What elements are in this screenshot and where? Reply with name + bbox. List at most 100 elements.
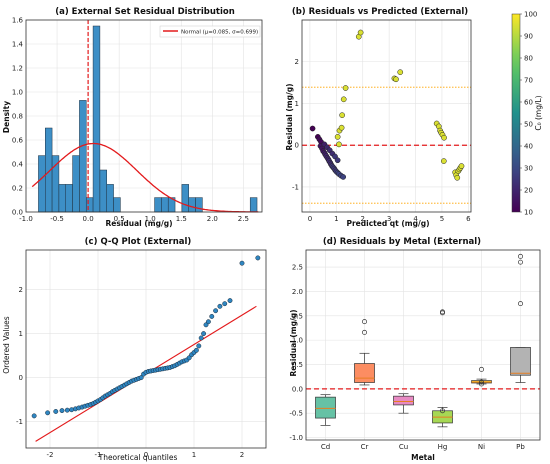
panel-c-ylabel: Ordered Values xyxy=(2,316,11,374)
colorbar-tick-label: 80 xyxy=(524,55,533,63)
panel-d-plot-area xyxy=(306,250,540,440)
x-tick-label: Cr xyxy=(361,443,369,451)
x-tick-label: 5 xyxy=(440,215,444,223)
residual-point xyxy=(440,158,447,164)
x-tick-label: -2 xyxy=(47,451,54,459)
x-tick-label: 1.5 xyxy=(176,215,187,223)
histogram-bar xyxy=(181,184,189,213)
y-tick-label: 1.4 xyxy=(12,41,24,49)
y-tick-label: 2 xyxy=(295,58,299,66)
x-tick-label: 1.0 xyxy=(145,215,156,223)
y-tick-label: 1.0 xyxy=(12,89,23,97)
y-tick-label: 0.4 xyxy=(12,161,24,169)
panel-a-ylabel: Density xyxy=(2,101,11,133)
panel-d-xlabel: Metal xyxy=(411,453,435,462)
panel-b-xlabel: Predicted qt (mg/g) xyxy=(346,219,429,228)
x-tick-label: -1.0 xyxy=(19,215,33,223)
box-outlier xyxy=(479,366,484,372)
residual-point xyxy=(339,112,345,119)
qq-point xyxy=(209,313,215,319)
colorbar-tick-label: 20 xyxy=(524,187,533,195)
x-tick-label: -1 xyxy=(95,451,102,459)
x-tick-label: 1 xyxy=(192,451,196,459)
panel-a-frame xyxy=(25,19,263,213)
qq-point xyxy=(138,375,144,381)
normal-fit-curve xyxy=(31,142,259,213)
colorbar xyxy=(511,13,521,213)
histogram-bar xyxy=(85,197,94,213)
panel-c-frame xyxy=(25,249,267,449)
colorbar-tick-label: 10 xyxy=(524,209,533,217)
panel-d: (d) Residuals by Metal (External) Cd Cr Cu… xyxy=(289,237,541,462)
qq-point xyxy=(205,319,211,325)
y-tick-label: 0.8 xyxy=(12,113,23,121)
panel-a: (a) External Set Residual Distribution -… xyxy=(2,7,263,228)
x-tick-label: Pb xyxy=(516,443,525,451)
qq-point xyxy=(196,343,202,349)
panel-b-plot-area xyxy=(302,20,471,212)
y-tick-label: 0.0 xyxy=(292,385,303,393)
histogram-bar xyxy=(92,25,101,213)
x-tick-label: 0.5 xyxy=(114,215,125,223)
y-tick-label: -1 xyxy=(292,183,299,191)
residual-point xyxy=(309,125,316,132)
qq-point xyxy=(198,335,204,341)
colorbar-tick-label: 100 xyxy=(524,11,537,19)
x-tick-label: 3 xyxy=(387,215,391,223)
colorbar-tick-label: 60 xyxy=(524,99,533,107)
y-tick-label: 0.5 xyxy=(292,361,303,369)
histogram-bar xyxy=(99,169,107,213)
histogram-bar xyxy=(51,155,60,213)
histogram-bar xyxy=(161,197,169,213)
y-tick-label: 0 xyxy=(19,374,23,382)
panel-c-xlabel: Theoretical quantiles xyxy=(98,453,178,462)
box-outlier xyxy=(440,309,445,315)
legend-normal-label: Normal (μ=0.085, σ=0.699) xyxy=(181,30,258,36)
residual-point xyxy=(397,69,404,76)
qq-point xyxy=(201,331,207,337)
residual-point xyxy=(441,134,447,141)
x-tick-label: 0 xyxy=(308,215,312,223)
colorbar-tick-label: 90 xyxy=(524,33,533,41)
box-outlier xyxy=(518,253,523,259)
y-tick-label: 1 xyxy=(295,100,299,108)
y-tick-label: 0.6 xyxy=(12,137,24,145)
y-tick-label: 2.0 xyxy=(292,288,303,296)
colorbar-tick-label: 50 xyxy=(524,121,533,129)
panel-a-title: (a) External Set Residual Distribution xyxy=(55,7,235,17)
residual-point xyxy=(340,174,347,180)
box-outlier xyxy=(479,379,484,385)
residual-point xyxy=(357,29,364,36)
panel-b: (b) Residuals vs Predicted (External) 0 1… xyxy=(285,7,543,228)
box-outlier xyxy=(479,381,484,387)
box-cd xyxy=(315,396,336,419)
panel-b-title: (b) Residuals vs Predicted (External) xyxy=(292,7,468,17)
box-outlier xyxy=(362,329,367,335)
x-tick-label: 2.0 xyxy=(207,215,218,223)
box-outlier xyxy=(518,301,523,307)
y-tick-label: -1 xyxy=(16,418,23,426)
qq-point xyxy=(222,301,228,307)
histogram-bar xyxy=(249,197,258,213)
histogram-bar xyxy=(113,197,121,213)
y-tick-label: 0.0 xyxy=(12,209,23,217)
residual-point xyxy=(334,134,341,140)
x-tick-label: 6 xyxy=(466,215,471,223)
x-tick-label: 1 xyxy=(334,215,338,223)
panel-d-frame xyxy=(305,249,541,441)
histogram-bar xyxy=(79,100,87,213)
box-cr xyxy=(354,363,375,383)
box-outlier xyxy=(362,319,367,325)
qq-point xyxy=(227,298,233,304)
x-tick-label: 2 xyxy=(361,215,365,223)
panel-a-xlabel: Residual (mg/g) xyxy=(106,219,173,228)
qq-point xyxy=(217,303,223,309)
qq-point xyxy=(53,409,59,414)
legend-box xyxy=(159,25,261,38)
y-tick-label: 2 xyxy=(19,286,23,294)
histogram-bar xyxy=(38,155,46,213)
histogram-bar xyxy=(106,184,114,213)
qq-point xyxy=(193,347,199,353)
x-tick-label: Hg xyxy=(438,443,448,451)
